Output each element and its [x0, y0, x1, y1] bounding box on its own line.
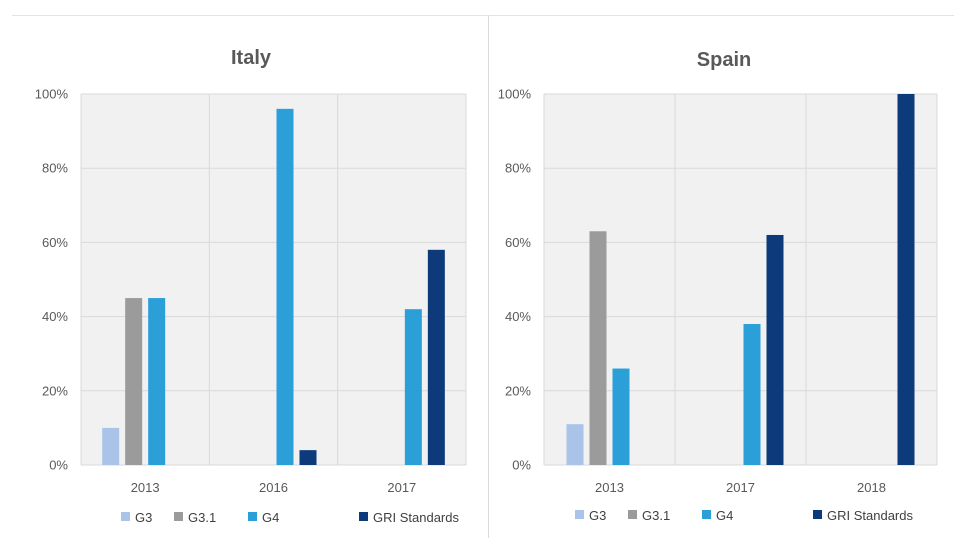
italy-legend-label-g3: G3 — [135, 510, 152, 525]
italy-x-tick-label: 2016 — [259, 480, 288, 495]
italy-bar-g4-2017 — [404, 309, 422, 465]
spain-x-tick-label: 2017 — [726, 480, 755, 495]
spain-x-tick-label: 2018 — [857, 480, 886, 495]
spain-bar-gri-standards-2018 — [897, 94, 915, 465]
spain-legend-swatch-gri-standards — [813, 510, 822, 519]
italy-y-tick-label: 40% — [42, 309, 68, 324]
spain-bar-gri-standards-2017 — [766, 234, 784, 465]
italy-x-tick-label: 2017 — [387, 480, 416, 495]
italy-bar-g3-1-2013 — [125, 298, 143, 465]
spain-bar-g4-2013 — [612, 368, 630, 465]
spain-legend-swatch-g3 — [575, 510, 584, 519]
spain-legend-swatch-g4 — [702, 510, 711, 519]
spain-plot-area — [544, 94, 937, 465]
italy-bar-gri-standards-2017 — [427, 249, 445, 465]
spain-legend-swatch-g3-1 — [628, 510, 637, 519]
italy-bar-gri-standards-2016 — [299, 450, 317, 465]
italy-bar-g4-2013 — [148, 298, 166, 465]
italy-y-tick-label: 20% — [42, 383, 68, 398]
italy-legend-swatch-g3-1 — [174, 512, 183, 521]
italy-y-tick-label: 0% — [49, 458, 68, 473]
italy-bar-g3-2013 — [102, 427, 120, 465]
italy-chart: Italy 0% 20% 40% 60% 80% 100% 2013 2016 2017 G3 G3.… — [35, 47, 467, 525]
italy-y-tick-label: 100% — [35, 87, 69, 102]
spain-y-tick-label: 60% — [505, 235, 531, 250]
spain-bar-g3-2013 — [566, 424, 584, 465]
italy-panel-border — [12, 15, 489, 538]
spain-legend-label-g3: G3 — [589, 508, 606, 523]
italy-legend-label-gri-standards: GRI Standards — [373, 510, 459, 525]
italy-chart-title: Italy — [231, 47, 272, 69]
italy-legend-swatch-g4 — [248, 512, 257, 521]
italy-y-tick-label: 80% — [42, 161, 68, 176]
italy-legend-swatch-g3 — [121, 512, 130, 521]
italy-legend-label-g3-1: G3.1 — [188, 510, 216, 525]
spain-legend-label-g4: G4 — [716, 508, 733, 523]
spain-legend-label-gri-standards: GRI Standards — [827, 508, 913, 523]
spain-y-tick-label: 20% — [505, 383, 531, 398]
italy-x-tick-label: 2013 — [131, 480, 160, 495]
spain-chart-title: Spain — [697, 49, 751, 71]
spain-y-tick-label: 40% — [505, 309, 531, 324]
italy-plot-area — [81, 94, 466, 465]
italy-legend-label-g4: G4 — [262, 510, 279, 525]
top-rule — [12, 15, 954, 16]
italy-legend-swatch-gri-standards — [359, 512, 368, 521]
spain-y-tick-label: 100% — [498, 87, 532, 102]
spain-x-tick-label: 2013 — [595, 480, 624, 495]
spain-y-tick-label: 0% — [512, 458, 531, 473]
spain-chart: Spain 0% 20% 40% 60% 80% 100% 2013 2017 2018 G3 G3.… — [498, 49, 938, 523]
spain-y-tick-label: 80% — [505, 161, 531, 176]
spain-bar-g4-2017 — [743, 324, 761, 465]
spain-legend-label-g3-1: G3.1 — [642, 508, 670, 523]
spain-bar-g3-1-2013 — [589, 231, 607, 465]
italy-y-tick-label: 60% — [42, 235, 68, 250]
italy-bar-g4-2016 — [276, 108, 294, 465]
